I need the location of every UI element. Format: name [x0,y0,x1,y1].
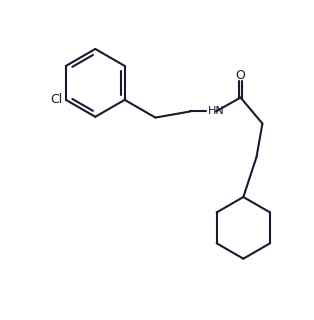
Text: HN: HN [208,106,225,116]
Text: Cl: Cl [51,93,63,106]
Text: O: O [236,68,246,82]
